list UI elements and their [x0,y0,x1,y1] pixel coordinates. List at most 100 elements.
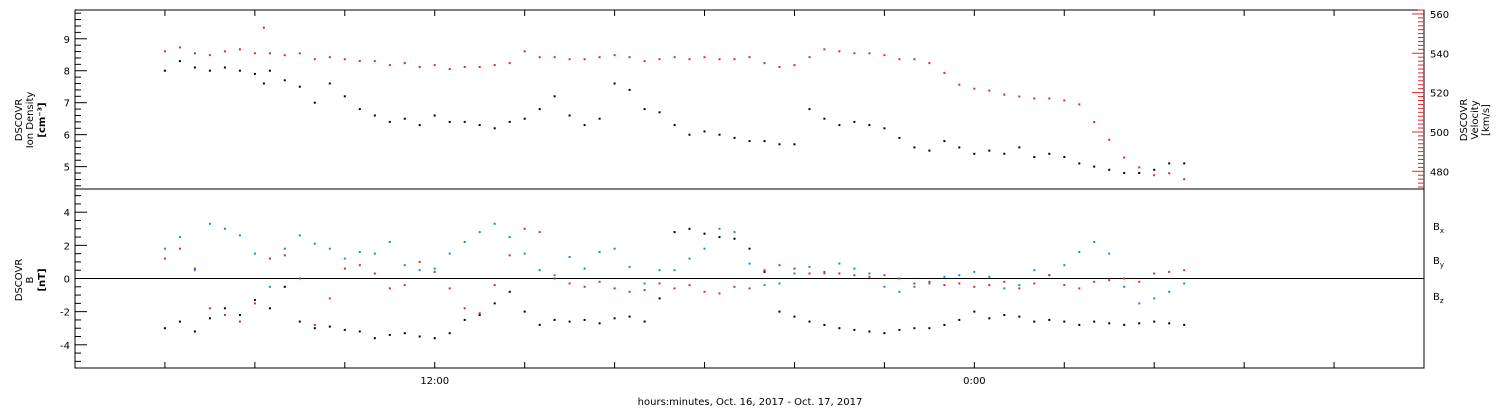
By-point [628,265,631,268]
By-point [883,285,886,288]
density-point [673,124,676,127]
Bz-point [598,280,601,283]
velocity-point [853,52,856,55]
velocity-point [1078,103,1081,106]
density-point [238,69,241,72]
By-point [343,257,346,260]
density-point [823,117,826,120]
Bz-point [748,287,751,290]
By-point [943,275,946,278]
density-tick-label: 6 [64,131,70,142]
By-point [508,236,511,239]
density-tick-label: 8 [64,67,70,78]
Bz-point [973,285,976,288]
Bz-point [703,290,706,293]
density-point [178,60,181,63]
By-point [1033,269,1036,272]
density-point [493,127,496,130]
field-tick-label: -4 [60,341,70,352]
velocity-point [1048,97,1051,100]
density-point [838,124,841,127]
Bx-point [808,320,811,323]
Bx-point [373,337,376,340]
By-point [238,234,241,237]
density-point [163,69,166,72]
velocity-point [1093,121,1096,124]
Bz-point [373,272,376,275]
velocity-point [793,64,796,67]
Bz-point [913,282,916,285]
density-tick-label: 7 [64,99,70,110]
Bz-point [268,257,271,260]
Bz-point [313,323,316,326]
By-point [463,241,466,243]
velocity-point [1063,99,1066,102]
density-point [808,108,811,111]
Bx-point [793,315,796,318]
velocity-point [313,58,316,61]
By-point [448,252,451,255]
velocity-tick-label: 480 [1430,167,1449,178]
By-point [298,234,301,237]
Bx-point [1003,314,1006,316]
field-axis-title-line1: DSCOVR [14,259,25,302]
field-axis-title-line3: [nT] [37,268,48,291]
velocity-point [583,58,586,61]
legend-bx: Bx [1433,222,1444,235]
By-point [328,247,331,250]
Bz-point [523,227,526,230]
By-point [1153,297,1156,300]
By-point [313,242,316,245]
By-point [823,272,826,275]
By-point [973,270,976,273]
Bx-point [1153,320,1156,323]
Bx-point [853,328,856,331]
density-point [448,120,451,123]
Bx-point [238,314,241,316]
velocity-point [883,54,886,57]
density-point [223,66,226,69]
velocity-point [418,66,421,68]
By-point [553,274,556,277]
velocity-point [613,54,616,57]
density-point [508,120,511,123]
velocity-point [973,87,976,90]
Bz-point [1153,272,1156,275]
Bz-point [403,284,406,287]
Bx-point [463,318,466,321]
density-axis-title-line3: [cm⁻³] [37,102,48,137]
By-point [1183,282,1186,285]
Bx-point [883,332,886,335]
velocity-point [268,52,271,55]
density-point [193,66,196,69]
Bz-point [718,292,721,295]
velocity-point [1168,172,1171,175]
Bz-point [763,269,766,272]
velocity-axis-title-line1: DSCOVR [1459,99,1470,142]
Bx-point [1168,322,1171,325]
By-point [1123,285,1126,288]
velocity-point [1003,93,1006,96]
By-point [1018,284,1021,287]
By-point [208,222,211,225]
Bz-point [613,287,616,290]
density-point [643,108,646,111]
velocity-point [718,58,721,61]
Bz-point [1108,279,1111,282]
Bz-point [583,285,586,288]
velocity-point [928,62,931,65]
By-point [688,257,691,260]
Bx-point [718,236,721,239]
velocity-point [733,58,736,61]
By-point [283,247,286,250]
density-point [1108,168,1111,171]
Bx-point [253,299,256,301]
density-point [613,82,616,85]
Bz-point [1078,287,1081,290]
Bz-point [673,287,676,290]
Bx-point [823,323,826,326]
time-tick-label: 0:00 [963,376,985,387]
legend-by-sub: y [1440,261,1444,269]
x-axis-label: hours:minutes, Oct. 16, 2017 - Oct. 17, … [638,397,863,408]
